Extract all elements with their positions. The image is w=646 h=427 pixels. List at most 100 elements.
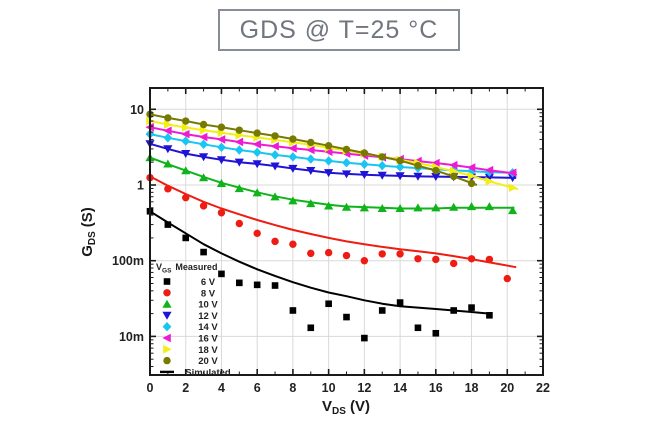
measured-point bbox=[395, 162, 405, 172]
y-tick-label: 100m bbox=[112, 254, 144, 268]
data-series bbox=[145, 110, 519, 342]
measured-point bbox=[324, 201, 334, 210]
measured-point bbox=[325, 300, 332, 308]
measured-point bbox=[253, 281, 261, 289]
measured-point bbox=[181, 129, 190, 139]
legend-label: 14 V bbox=[198, 322, 218, 333]
legend-item-12v: 12 V bbox=[162, 311, 218, 322]
measured-point bbox=[181, 123, 191, 132]
measured-point bbox=[503, 274, 511, 283]
measured-point bbox=[378, 307, 386, 314]
measured-point bbox=[164, 185, 172, 193]
measured-point bbox=[466, 163, 476, 172]
x-tick-label: 4 bbox=[218, 381, 225, 395]
measured-point bbox=[359, 159, 369, 169]
measured-point bbox=[413, 172, 423, 181]
x-tick-label: 10 bbox=[322, 381, 336, 395]
measured-point bbox=[307, 138, 315, 147]
chart-title-box: GDS @ T=25 °C bbox=[218, 9, 460, 51]
measured-point bbox=[289, 240, 297, 248]
measured-point bbox=[466, 202, 477, 211]
measured-point bbox=[432, 329, 440, 337]
measured-point bbox=[485, 255, 494, 264]
measured-point bbox=[252, 139, 261, 149]
measured-point bbox=[234, 145, 244, 155]
measured-point bbox=[199, 139, 208, 149]
x-tick-label: 20 bbox=[500, 381, 514, 395]
legend-label: 20 V bbox=[198, 356, 218, 367]
measured-point bbox=[359, 171, 369, 180]
measured-point bbox=[163, 145, 173, 154]
measured-point bbox=[306, 145, 315, 155]
measured-point bbox=[234, 184, 244, 193]
measured-point bbox=[431, 203, 441, 212]
measured-point bbox=[163, 133, 173, 143]
legend-header: VGS Measured bbox=[156, 262, 217, 275]
measured-point bbox=[307, 324, 315, 332]
legend-marker bbox=[162, 333, 171, 343]
measured-point bbox=[395, 172, 405, 181]
measured-point bbox=[431, 158, 440, 168]
x-tick-label: 2 bbox=[182, 381, 189, 395]
x-tick-label: 12 bbox=[357, 381, 371, 395]
y-axis-label: GDS(S) bbox=[79, 207, 98, 257]
measured-point bbox=[307, 249, 315, 258]
measured-point bbox=[508, 168, 517, 178]
measured-point bbox=[198, 153, 209, 162]
measured-point bbox=[450, 307, 457, 314]
legend-label: Simulated bbox=[185, 367, 231, 378]
x-tick-label: 22 bbox=[536, 381, 550, 395]
measured-point bbox=[396, 156, 404, 165]
simulated-line-6v bbox=[149, 210, 490, 315]
measured-point bbox=[414, 161, 422, 170]
measured-point bbox=[484, 202, 495, 211]
y-tick-label: 10m bbox=[119, 330, 144, 344]
legend-marker bbox=[163, 356, 171, 365]
measured-point bbox=[252, 188, 262, 197]
legend-marker bbox=[163, 289, 171, 297]
measured-point bbox=[182, 193, 190, 202]
measured-point bbox=[396, 250, 404, 258]
measured-point bbox=[431, 173, 441, 182]
measured-point bbox=[217, 142, 226, 152]
measured-point bbox=[218, 270, 225, 278]
legend-marker bbox=[163, 345, 172, 354]
measured-point bbox=[252, 160, 262, 169]
legend-item-18v: 18 V bbox=[163, 345, 218, 356]
measured-point bbox=[467, 255, 476, 263]
measured-point bbox=[199, 120, 208, 129]
measured-point bbox=[377, 171, 387, 180]
measured-point bbox=[163, 126, 172, 136]
measured-point bbox=[449, 202, 459, 211]
legend-marker bbox=[162, 299, 172, 308]
measured-point bbox=[270, 192, 280, 201]
x-tick-label: 16 bbox=[429, 381, 443, 395]
measured-point bbox=[198, 132, 208, 142]
measured-point bbox=[360, 149, 369, 157]
legend-item-6v: 6 V bbox=[163, 277, 216, 288]
legend-item-8v: 8 V bbox=[163, 288, 216, 299]
measured-point bbox=[413, 203, 423, 212]
measured-point bbox=[289, 307, 297, 314]
series-vgs-10 bbox=[145, 153, 518, 215]
measured-point bbox=[377, 160, 387, 171]
measured-point bbox=[449, 259, 458, 268]
measured-point bbox=[216, 156, 227, 165]
measured-point bbox=[306, 154, 316, 164]
x-axis-label: VDS (V) bbox=[322, 398, 370, 417]
legend-item-16v: 16 V bbox=[162, 334, 218, 345]
measured-point bbox=[234, 158, 244, 167]
measured-point bbox=[270, 141, 279, 151]
measured-point bbox=[378, 250, 386, 258]
measured-point bbox=[288, 196, 298, 205]
legend-item-20v: 20 V bbox=[163, 356, 218, 367]
measured-point bbox=[236, 279, 243, 287]
y-tick-label: 10 bbox=[130, 103, 144, 117]
legend-item-14v: 14 V bbox=[162, 322, 218, 333]
legend-marker bbox=[162, 311, 172, 320]
series-vgs-6 bbox=[146, 207, 493, 342]
measured-point bbox=[235, 219, 244, 228]
legend-label: 16 V bbox=[198, 334, 218, 345]
measured-point bbox=[181, 136, 191, 146]
